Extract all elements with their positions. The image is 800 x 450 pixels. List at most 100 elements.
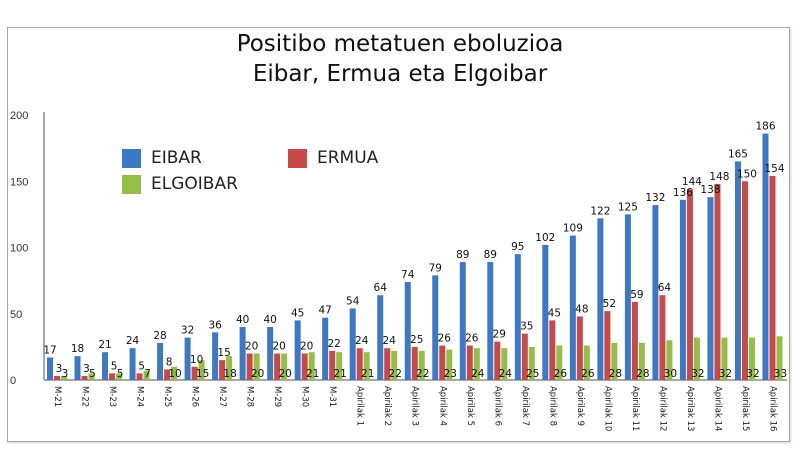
x-tick-label: M-25 <box>162 386 172 407</box>
data-label-ermua: 20 <box>272 341 285 353</box>
data-label-eibar: 186 <box>755 121 775 133</box>
data-label-eibar: 54 <box>346 295 360 307</box>
bar-ermua <box>439 345 446 380</box>
y-tick-label: 100 <box>10 243 28 255</box>
data-label-ermua: 35 <box>520 321 533 333</box>
bar-ermua <box>631 301 638 380</box>
x-tick-label: Apirilak 1 <box>355 386 365 426</box>
x-tick-label: Apirilak 16 <box>767 386 777 431</box>
data-label-elgoibar: 5 <box>89 368 96 380</box>
data-label-ermua: 15 <box>217 347 230 359</box>
x-tick-label: Apirilak 13 <box>685 386 695 431</box>
data-label-elgoibar: 25 <box>526 368 539 380</box>
bar-eibar <box>569 235 576 380</box>
bar-eibar <box>184 337 191 380</box>
data-label-ermua: 10 <box>190 354 203 366</box>
bar-elgoibar <box>528 346 535 380</box>
y-tick-label: 0 <box>10 375 16 387</box>
bar-ermua <box>714 183 721 380</box>
bar-eibar <box>157 342 164 380</box>
bar-eibar <box>734 161 741 380</box>
data-label-elgoibar: 22 <box>416 368 429 380</box>
bar-elgoibar <box>116 373 123 380</box>
bar-ermua <box>769 175 776 380</box>
data-label-eibar: 28 <box>153 330 166 342</box>
bar-eibar <box>652 205 659 380</box>
x-tick-label: M-21 <box>52 386 62 407</box>
y-tick-label: 50 <box>10 309 22 321</box>
data-label-ermua: 52 <box>603 298 616 310</box>
data-label-ermua: 8 <box>166 356 173 368</box>
data-label-elgoibar: 20 <box>251 368 264 380</box>
bar-eibar <box>762 133 769 380</box>
bar-ermua <box>549 320 556 380</box>
bar-elgoibar <box>501 348 508 380</box>
bar-ermua <box>329 350 336 380</box>
bar-ermua <box>164 369 171 380</box>
data-label-elgoibar: 21 <box>333 368 346 380</box>
data-label-ermua: 20 <box>300 341 313 353</box>
data-label-ermua: 5 <box>138 360 145 372</box>
bar-ermua <box>356 348 363 380</box>
data-label-eibar: 89 <box>456 249 469 261</box>
x-tick-label: Apirilak 3 <box>410 386 420 426</box>
x-tick-label: M-31 <box>327 386 337 407</box>
data-label-elgoibar: 21 <box>306 368 319 380</box>
x-tick-label: Apirilak 9 <box>575 386 585 426</box>
bar-eibar <box>432 275 439 380</box>
bar-eibar <box>129 348 136 380</box>
data-label-ermua: 3 <box>56 363 63 375</box>
x-tick-label: M-27 <box>217 386 227 407</box>
bar-ermua <box>686 189 693 380</box>
bar-elgoibar <box>446 349 453 380</box>
data-label-eibar: 125 <box>618 201 638 213</box>
bar-eibar <box>74 356 81 380</box>
bar-elgoibar <box>556 345 563 380</box>
bar-eibar <box>47 357 53 380</box>
bar-eibar <box>487 262 494 380</box>
data-label-ermua: 25 <box>410 334 423 346</box>
data-label-elgoibar: 15 <box>196 368 209 380</box>
bar-eibar <box>514 254 521 380</box>
bar-eibar <box>679 199 686 380</box>
x-tick-label: Apirilak 12 <box>657 386 667 431</box>
bar-ermua <box>191 366 198 380</box>
data-label-elgoibar: 22 <box>389 368 402 380</box>
x-tick-label: Apirilak 2 <box>382 386 392 426</box>
bar-elgoibar <box>253 353 260 380</box>
x-tick-label: M-29 <box>272 386 282 407</box>
legend-swatch-eibar <box>122 148 141 168</box>
bar-ermua <box>109 373 116 380</box>
bar-elgoibar <box>776 336 783 380</box>
data-label-eibar: 64 <box>374 282 388 294</box>
data-label-ermua: 29 <box>493 329 506 341</box>
x-tick-label: Apirilak 4 <box>437 386 447 426</box>
bar-eibar <box>597 218 604 380</box>
data-label-elgoibar: 10 <box>168 368 181 380</box>
data-label-elgoibar: 3 <box>62 368 69 380</box>
x-tick-label: M-22 <box>80 386 90 407</box>
bar-elgoibar <box>308 352 315 380</box>
data-label-ermua: 20 <box>245 341 258 353</box>
x-tick-label: Apirilak 8 <box>547 386 557 426</box>
bar-ermua <box>741 181 748 380</box>
bar-ermua <box>604 311 611 380</box>
data-label-eibar: 32 <box>181 325 194 337</box>
data-label-eibar: 40 <box>236 314 249 326</box>
data-label-ermua: 45 <box>548 307 561 319</box>
bar-elgoibar <box>363 352 370 380</box>
data-label-ermua: 5 <box>111 360 118 372</box>
x-tick-label: Apirilak 5 <box>465 386 475 426</box>
bar-elgoibar <box>391 350 398 380</box>
data-label-eibar: 74 <box>401 269 415 281</box>
chart-title-line2: Eibar, Ermua eta Elgoibar <box>252 61 548 87</box>
x-tick-label: Apirilak 14 <box>712 386 722 431</box>
bar-ermua <box>274 353 281 380</box>
data-label-elgoibar: 21 <box>361 368 374 380</box>
data-label-elgoibar: 28 <box>609 368 622 380</box>
legend-item-elgoibar: ELGOIBAR <box>122 174 238 194</box>
bar-eibar <box>239 327 246 380</box>
data-label-elgoibar: 28 <box>636 368 649 380</box>
bar-elgoibar <box>583 345 590 380</box>
bar-elgoibar <box>336 352 343 380</box>
